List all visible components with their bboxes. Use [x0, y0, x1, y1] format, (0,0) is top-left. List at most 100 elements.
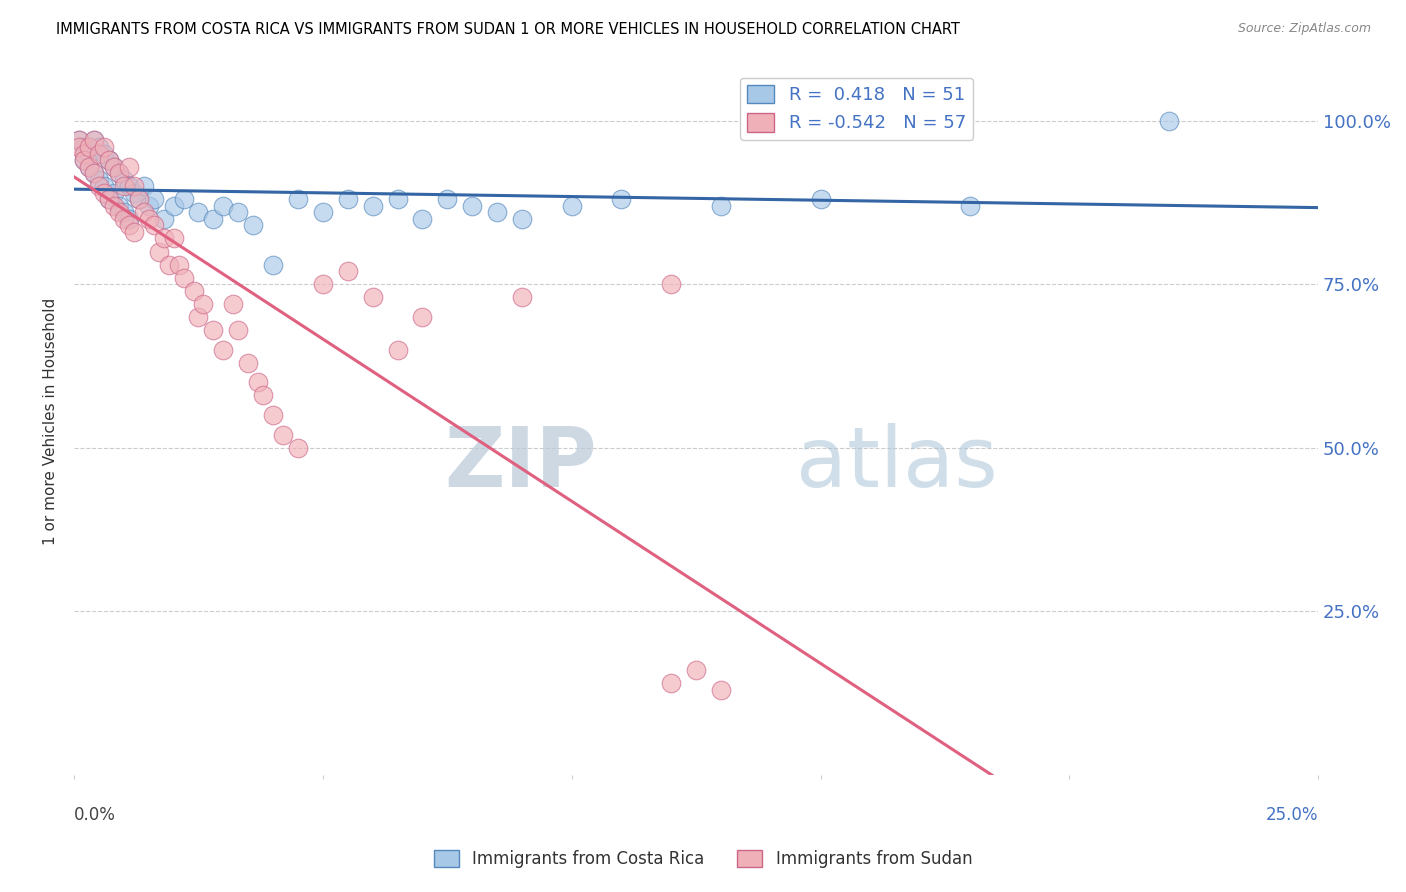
- Point: [87, 179, 110, 194]
- Point: [97, 153, 120, 167]
- Point: [103, 186, 125, 200]
- Point: [387, 343, 409, 357]
- Point: [810, 192, 832, 206]
- Point: [77, 146, 100, 161]
- Point: [93, 146, 115, 161]
- Point: [187, 205, 209, 219]
- Point: [312, 205, 335, 219]
- Point: [486, 205, 509, 219]
- Point: [108, 166, 131, 180]
- Point: [118, 219, 141, 233]
- Point: [312, 277, 335, 292]
- Point: [122, 225, 145, 239]
- Point: [710, 199, 733, 213]
- Point: [77, 140, 100, 154]
- Point: [610, 192, 633, 206]
- Text: Source: ZipAtlas.com: Source: ZipAtlas.com: [1237, 22, 1371, 36]
- Point: [128, 192, 150, 206]
- Point: [173, 270, 195, 285]
- Point: [108, 166, 131, 180]
- Point: [336, 192, 359, 206]
- Point: [659, 277, 682, 292]
- Point: [103, 199, 125, 213]
- Point: [73, 140, 96, 154]
- Point: [138, 199, 160, 213]
- Legend: R =  0.418   N = 51, R = -0.542   N = 57: R = 0.418 N = 51, R = -0.542 N = 57: [740, 78, 973, 140]
- Text: 0.0%: 0.0%: [75, 806, 115, 824]
- Text: IMMIGRANTS FROM COSTA RICA VS IMMIGRANTS FROM SUDAN 1 OR MORE VEHICLES IN HOUSEH: IMMIGRANTS FROM COSTA RICA VS IMMIGRANTS…: [56, 22, 960, 37]
- Point: [112, 172, 135, 186]
- Point: [148, 244, 170, 259]
- Point: [128, 192, 150, 206]
- Point: [97, 192, 120, 206]
- Point: [1157, 113, 1180, 128]
- Point: [118, 160, 141, 174]
- Point: [226, 205, 249, 219]
- Point: [87, 172, 110, 186]
- Point: [118, 179, 141, 194]
- Text: 25.0%: 25.0%: [1265, 806, 1319, 824]
- Point: [142, 219, 165, 233]
- Y-axis label: 1 or more Vehicles in Household: 1 or more Vehicles in Household: [44, 298, 58, 545]
- Point: [336, 264, 359, 278]
- Point: [561, 199, 583, 213]
- Point: [112, 205, 135, 219]
- Point: [167, 258, 190, 272]
- Point: [510, 211, 533, 226]
- Point: [242, 219, 264, 233]
- Point: [510, 290, 533, 304]
- Point: [262, 408, 284, 422]
- Point: [83, 166, 105, 180]
- Point: [77, 160, 100, 174]
- Point: [162, 231, 184, 245]
- Point: [93, 140, 115, 154]
- Point: [685, 663, 707, 677]
- Point: [173, 192, 195, 206]
- Point: [162, 199, 184, 213]
- Point: [83, 133, 105, 147]
- Point: [93, 179, 115, 194]
- Point: [252, 388, 274, 402]
- Point: [710, 682, 733, 697]
- Point: [83, 166, 105, 180]
- Point: [238, 356, 260, 370]
- Point: [103, 160, 125, 174]
- Point: [112, 179, 135, 194]
- Point: [67, 133, 90, 147]
- Point: [97, 153, 120, 167]
- Point: [87, 140, 110, 154]
- Point: [152, 211, 174, 226]
- Point: [361, 199, 384, 213]
- Text: ZIP: ZIP: [444, 424, 596, 504]
- Point: [212, 199, 235, 213]
- Point: [67, 140, 90, 154]
- Point: [959, 199, 981, 213]
- Point: [461, 199, 484, 213]
- Point: [83, 133, 105, 147]
- Point: [202, 323, 225, 337]
- Point: [152, 231, 174, 245]
- Point: [142, 192, 165, 206]
- Point: [361, 290, 384, 304]
- Point: [287, 441, 309, 455]
- Point: [387, 192, 409, 206]
- Point: [226, 323, 249, 337]
- Point: [411, 310, 433, 324]
- Point: [132, 205, 155, 219]
- Point: [132, 179, 155, 194]
- Point: [271, 427, 294, 442]
- Point: [287, 192, 309, 206]
- Point: [659, 676, 682, 690]
- Point: [122, 179, 145, 194]
- Point: [73, 153, 96, 167]
- Point: [222, 297, 245, 311]
- Point: [187, 310, 209, 324]
- Point: [73, 146, 96, 161]
- Point: [138, 211, 160, 226]
- Point: [73, 153, 96, 167]
- Point: [87, 146, 110, 161]
- Point: [108, 205, 131, 219]
- Point: [103, 160, 125, 174]
- Point: [108, 199, 131, 213]
- Point: [67, 133, 90, 147]
